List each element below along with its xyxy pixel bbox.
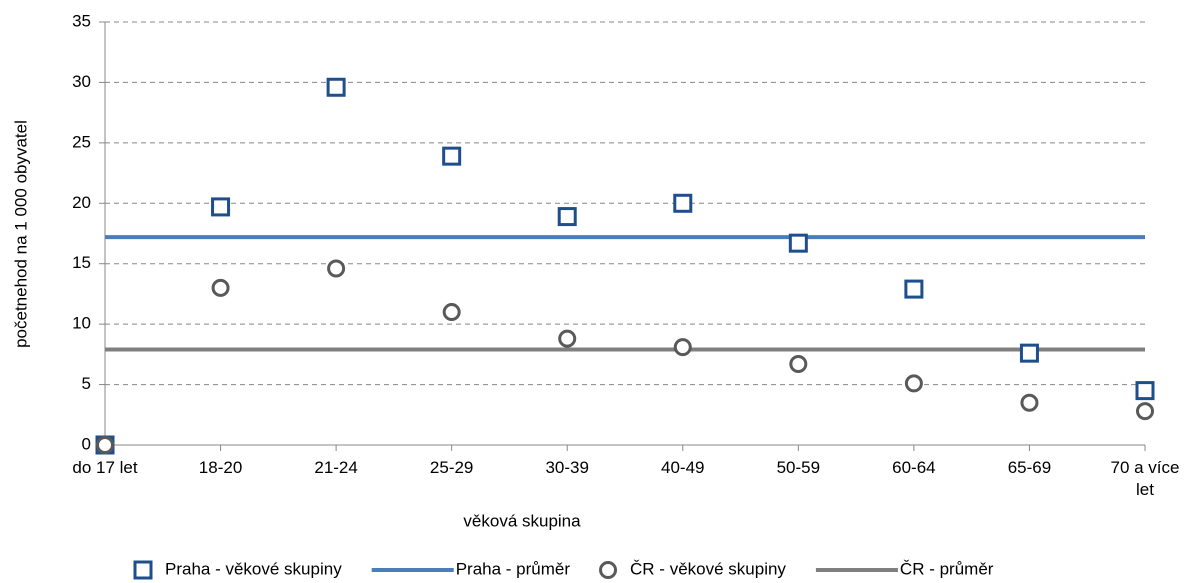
point [211,278,230,297]
point [442,303,461,322]
y-tick-label: 15 [72,253,91,272]
y-tick-label: 5 [82,374,91,393]
x-tick-label: 70 a více let [1110,458,1180,499]
point [442,146,462,166]
point [1020,393,1039,412]
x-tick-label: do 17 let [72,458,138,477]
y-tick-label: 20 [72,193,91,212]
legend-marker [133,560,153,580]
legend-label: Praha - věkové skupiny [165,559,342,578]
point [327,259,346,278]
x-tick-label: 50-59 [776,458,821,477]
point [788,233,808,253]
legend-label: ČR - věkové skupiny [630,559,786,578]
point [96,436,114,454]
x-tick-label: 40-49 [661,458,705,477]
point [326,77,346,97]
y-tick-label: 0 [82,434,91,453]
x-axis-title: věková skupina [463,511,581,530]
point [1019,343,1039,363]
point [904,374,923,393]
point [789,355,808,374]
legend-marker [599,561,618,579]
y-tick-label: 30 [72,72,91,91]
point [904,279,924,299]
x-tick-label: 60-64 [892,458,936,477]
point [558,329,577,348]
x-tick-label: 65-69 [1007,458,1052,477]
y-tick-label: 10 [72,314,91,333]
x-tick-label: 25-29 [429,458,474,477]
point [557,207,577,227]
point [211,197,231,217]
legend-label: Praha - průměr [456,559,571,578]
point [673,193,693,213]
point [1135,381,1155,401]
y-tick-label: 25 [72,132,91,151]
y-axis-title: početnehod na 1 000 obyvatel [11,120,30,348]
x-tick-label: 18-20 [198,458,243,477]
point [1136,402,1154,421]
point [673,338,692,357]
x-tick-label: 21-24 [314,458,358,477]
y-tick-label: 35 [72,11,91,30]
x-tick-label: 30-39 [545,458,589,477]
legend-label: ČR - průměr [900,559,994,578]
